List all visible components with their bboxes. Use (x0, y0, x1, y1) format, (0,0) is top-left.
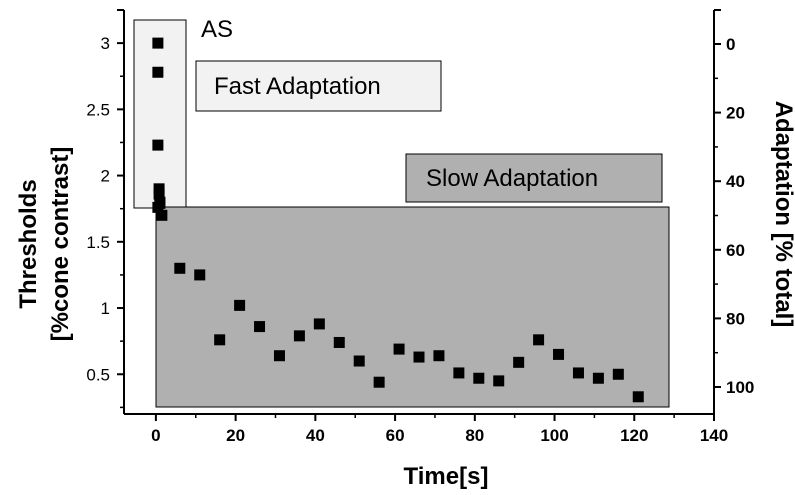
data-point (493, 375, 505, 387)
x-tick-label: 0 (151, 426, 160, 445)
y-tick-label: 3 (101, 34, 110, 53)
data-point (293, 330, 305, 342)
slow-adaptation-box (405, 153, 663, 203)
data-point (393, 343, 405, 355)
y2-tick-label: 40 (726, 172, 745, 191)
y2-tick-label: 100 (726, 378, 754, 397)
x-tick-label: 100 (540, 426, 568, 445)
slow-adaptation-region (155, 206, 670, 408)
data-point (152, 139, 164, 151)
data-point (333, 336, 345, 348)
data-point (152, 37, 164, 49)
x-tick-label: 120 (620, 426, 648, 445)
y-tick-label: 2 (101, 167, 110, 186)
fast-adaptation-region (133, 19, 187, 209)
y-tick-label: 2.5 (86, 100, 110, 119)
annotation-as: AS (201, 16, 233, 43)
data-point (353, 355, 365, 367)
data-point (373, 376, 385, 388)
data-point (174, 262, 186, 274)
y2-tick-label: 0 (726, 35, 735, 54)
fast-adaptation-box (195, 60, 442, 112)
x-tick-label: 80 (465, 426, 484, 445)
y-axis-title-line1: Thresholds (15, 179, 42, 308)
data-point (553, 348, 565, 360)
data-point (254, 321, 266, 333)
data-point (273, 350, 285, 362)
y2-axis-title: Adaptation [% total] (770, 101, 795, 328)
y-axis-title-line2: [%cone contrast] (47, 147, 74, 342)
data-point (413, 351, 425, 363)
data-point (612, 368, 624, 380)
y-tick-label: 1.5 (86, 233, 110, 252)
annotation-fast-adaptation: Fast Adaptation (214, 73, 381, 100)
data-point (513, 356, 525, 368)
data-point (152, 201, 164, 213)
data-point (572, 367, 584, 379)
y2-tick-label: 60 (726, 241, 745, 260)
x-axis-title: Time[s] (404, 463, 489, 490)
data-point (473, 372, 485, 384)
data-point (632, 391, 644, 403)
annotation-slow-adaptation: Slow Adaptation (426, 165, 598, 192)
data-point (234, 299, 246, 311)
data-point (433, 350, 445, 362)
y2-tick-label: 20 (726, 104, 745, 123)
x-tick-label: 40 (306, 426, 325, 445)
data-point (453, 367, 465, 379)
y-tick-label: 0.5 (86, 365, 110, 384)
data-point (194, 269, 206, 281)
data-point (214, 334, 226, 346)
y2-tick-label: 80 (726, 309, 745, 328)
data-point (313, 318, 325, 330)
data-point (152, 66, 164, 78)
x-tick-label: 140 (700, 426, 728, 445)
data-point (153, 188, 165, 200)
data-point (156, 209, 168, 221)
data-point (592, 372, 604, 384)
data-point (533, 334, 545, 346)
x-tick-label: 20 (226, 426, 245, 445)
x-tick-label: 60 (386, 426, 405, 445)
y-tick-label: 1 (101, 299, 110, 318)
